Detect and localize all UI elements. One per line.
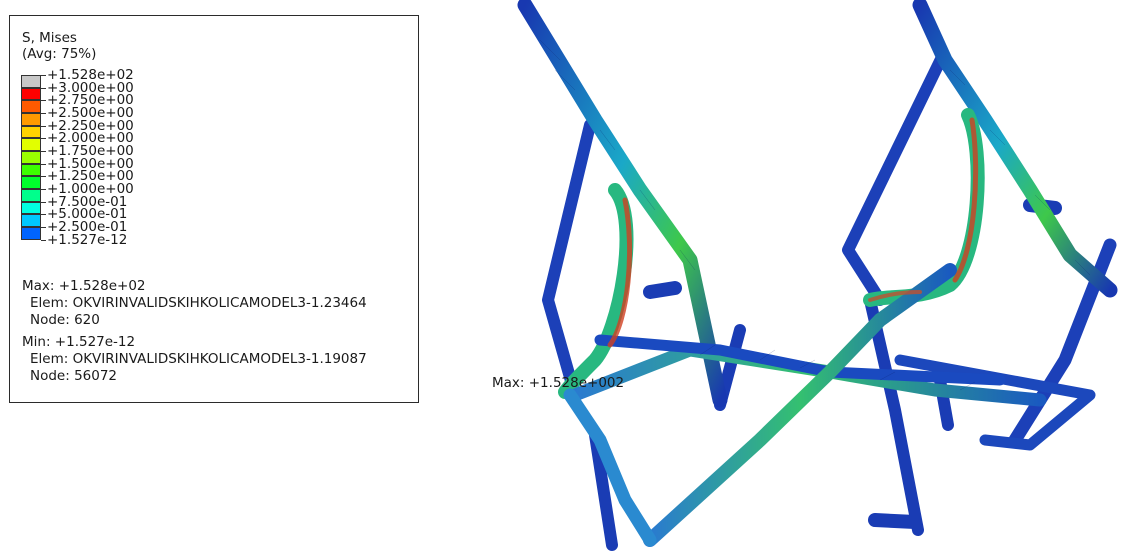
level-label: +1.527e-12 (47, 231, 128, 248)
level-tick (41, 100, 46, 102)
level-label: +3.000e+00 (47, 79, 134, 96)
level-label: +1.528e+02 (47, 67, 134, 83)
color-band (21, 138, 41, 151)
color-bar (21, 75, 41, 240)
hotspot-right (952, 117, 979, 283)
tube-top-left (517, 0, 728, 408)
color-band (21, 214, 41, 227)
hotspot-left (607, 197, 633, 348)
fem-model-view (517, 0, 1118, 551)
color-band (21, 150, 41, 164)
level-tick (41, 201, 46, 203)
level-tick (41, 150, 46, 152)
level-tick (41, 138, 46, 140)
color-band (21, 87, 41, 101)
level-tick (41, 125, 46, 127)
level-label: +1.250e+00 (47, 168, 134, 185)
max-value: Max: +1.528e+02 (22, 278, 146, 294)
tube-back-left (542, 119, 596, 401)
legend-variable: S, Mises (22, 30, 77, 46)
level-tick (41, 75, 46, 76)
color-band (21, 163, 41, 177)
color-band (21, 226, 41, 240)
legend-panel: S, Mises (Avg: 75%) +1.528e+02 +3.000e+00… (9, 15, 419, 403)
tube-stub-3 (868, 513, 922, 529)
tube-back-right (842, 49, 949, 306)
max-elem: Elem: OKVIRINVALIDSKIHKOLICAMODEL3-1.234… (30, 295, 367, 311)
hotspot-mid (868, 290, 922, 302)
tube-right-outer (1008, 238, 1117, 447)
tube-diag-1 (643, 263, 957, 547)
level-tick (41, 176, 46, 178)
level-label: +2.500e-01 (47, 218, 128, 235)
tube-lower-left (589, 429, 618, 551)
level-tick (41, 239, 46, 241)
level-tick (41, 87, 46, 89)
color-band (21, 75, 41, 88)
color-band (21, 125, 41, 139)
level-label: +1.500e+00 (47, 155, 134, 172)
level-label: +5.000e-01 (47, 206, 128, 223)
level-label: +1.750e+00 (47, 142, 134, 159)
level-tick (41, 188, 46, 190)
level-tick (41, 214, 46, 216)
max-marker-label: Max: +1.528e+002 (492, 375, 625, 391)
loop-left (558, 183, 634, 399)
tube-top-right (912, 0, 1118, 298)
min-value: Min: +1.527e-12 (22, 334, 136, 350)
level-tick (41, 226, 46, 228)
level-label: +2.250e+00 (47, 117, 134, 134)
level-label: +2.500e+00 (47, 104, 134, 121)
tube-stub-1 (643, 281, 682, 299)
level-label: +7.500e-01 (47, 193, 128, 210)
color-band (21, 100, 41, 113)
color-band (21, 176, 41, 189)
tube-diag-2 (563, 388, 657, 547)
level-label: +1.000e+00 (47, 180, 134, 197)
legend-averaging: (Avg: 75%) (22, 46, 97, 62)
level-label: +2.000e+00 (47, 130, 134, 147)
color-band (21, 112, 41, 126)
tube-center-right (864, 294, 924, 536)
max-node: Node: 620 (30, 312, 100, 328)
level-tick (41, 112, 46, 114)
min-elem: Elem: OKVIRINVALIDSKIHKOLICAMODEL3-1.190… (30, 351, 367, 367)
level-label: +2.750e+00 (47, 92, 134, 109)
color-band (21, 188, 41, 202)
tube-cross-2 (594, 334, 1006, 386)
level-tick (41, 163, 46, 165)
color-band (21, 201, 41, 215)
min-node: Node: 56072 (30, 368, 118, 384)
